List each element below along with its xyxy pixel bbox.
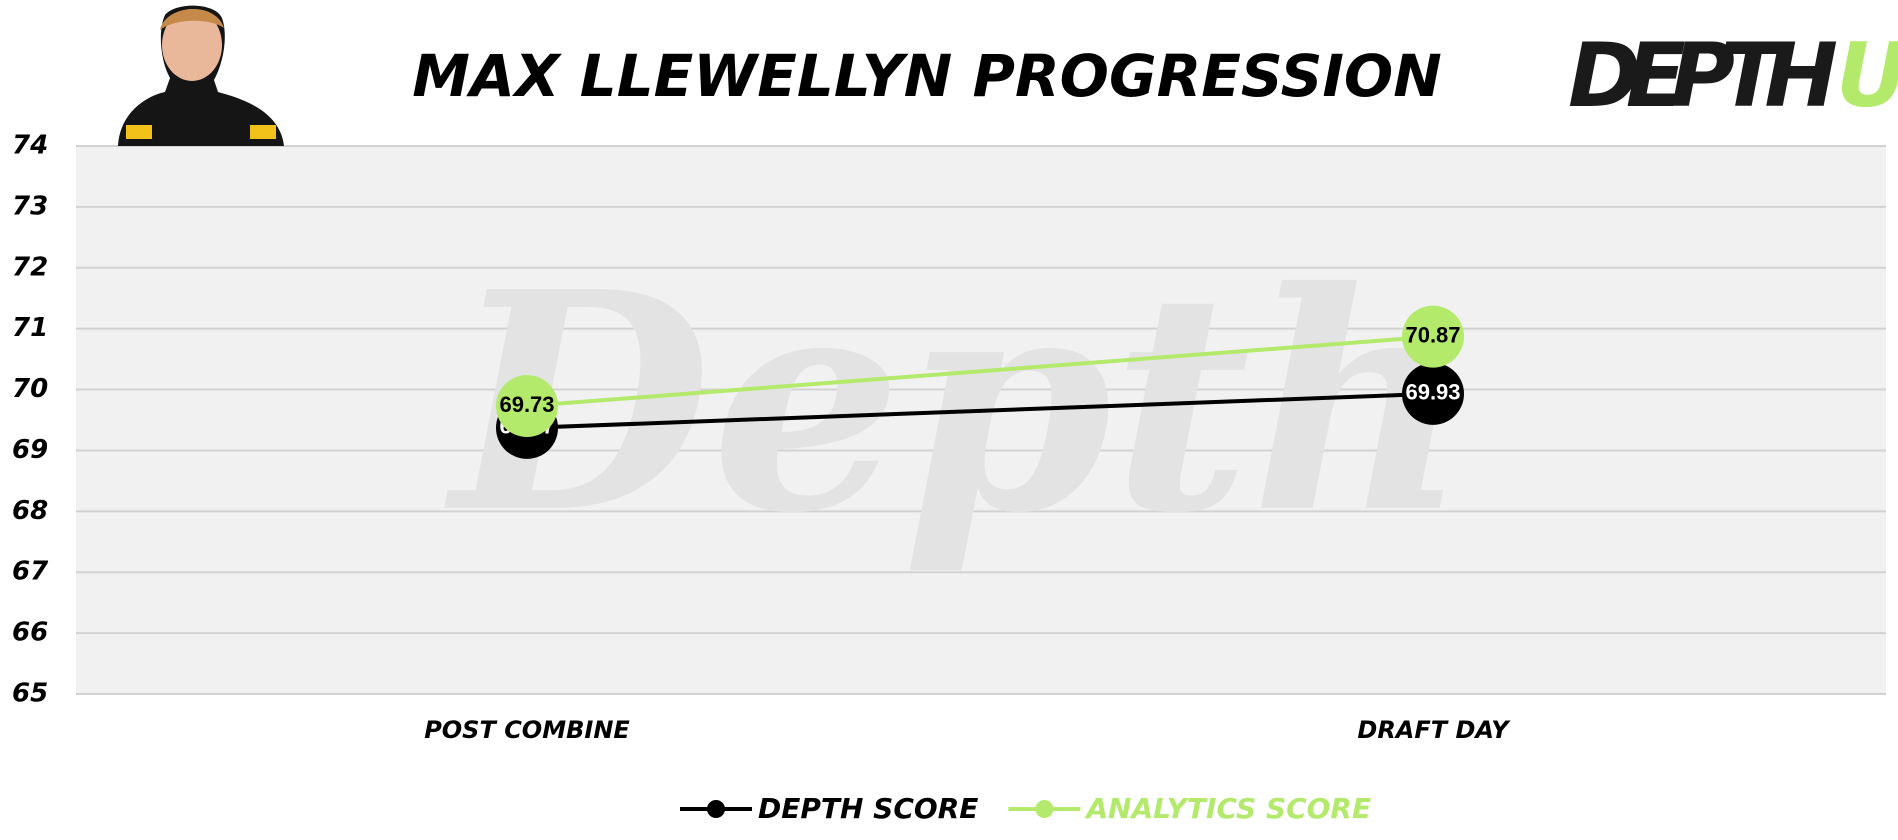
y-tick-label: 69 <box>12 435 48 465</box>
series-line <box>526 391 1434 430</box>
x-tick-label: POST COMBINE <box>424 716 630 744</box>
data-point <box>1402 362 1464 425</box>
watermark: Depth <box>442 226 1469 579</box>
chart-title: MAX LLEWELLYN PROGRESSION <box>412 42 1442 110</box>
y-tick-label: 73 <box>12 191 48 221</box>
data-point <box>496 374 558 437</box>
player-photo <box>118 5 284 146</box>
x-tick-label: DRAFT DAY <box>1357 716 1511 744</box>
y-tick-label: 74 <box>12 131 48 161</box>
y-tick-label: 68 <box>12 496 48 526</box>
y-tick-label: 71 <box>12 313 48 343</box>
data-label: 69.93 <box>1405 380 1460 405</box>
logo-main: DEPTH <box>1568 24 1838 127</box>
y-tick-label: 72 <box>12 252 48 282</box>
data-label: 69.73 <box>499 392 554 417</box>
y-tick-label: 65 <box>12 679 48 709</box>
y-tick-label: 66 <box>12 618 48 648</box>
legend-marker <box>1035 800 1054 818</box>
legend-label: ANALYTICS SCORE <box>1084 792 1371 825</box>
data-point <box>1402 305 1464 368</box>
y-tick-label: 70 <box>12 374 48 404</box>
y-tick-label: 67 <box>12 557 49 587</box>
series-line <box>526 334 1434 408</box>
plot-area <box>76 146 1886 694</box>
data-label: 70.87 <box>1405 322 1460 347</box>
logo-accent: U <box>1836 24 1898 127</box>
legend-marker <box>707 800 725 818</box>
legend-label: DEPTH SCORE <box>758 792 978 825</box>
